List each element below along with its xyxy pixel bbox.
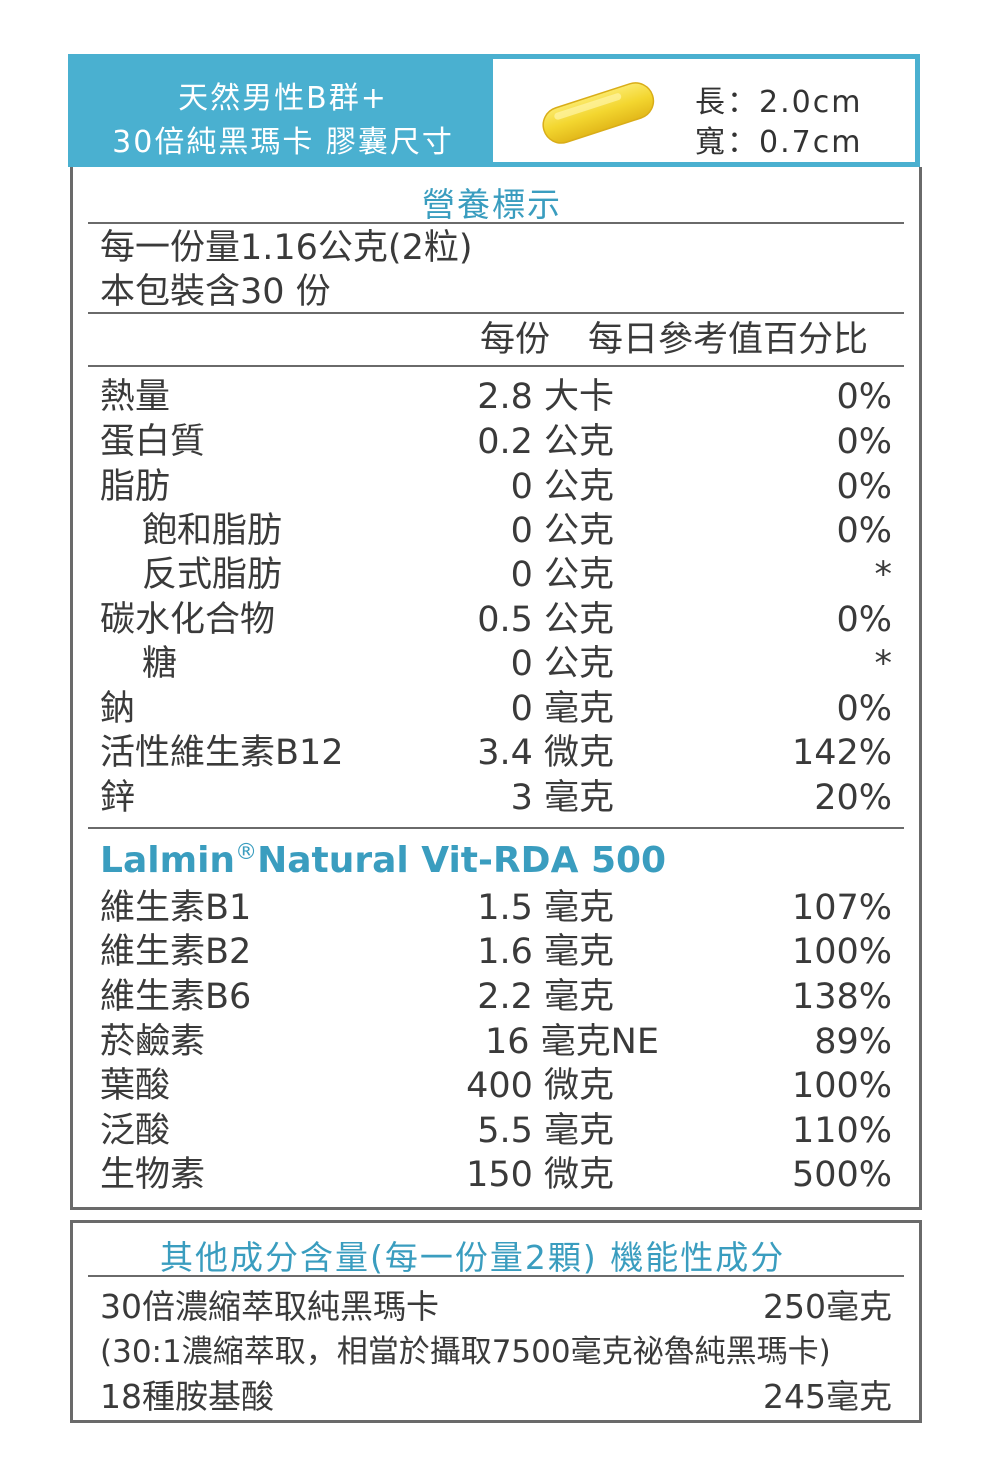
nutrient-percent: 142%	[791, 733, 892, 773]
vitamin-percent: 100%	[791, 932, 892, 972]
nutrient-name: 脂肪	[100, 467, 171, 507]
product-name-banner: 天然男性B群+ 30倍純黑瑪卡 膠囊尺寸	[73, 59, 493, 162]
nutrient-percent: *	[874, 555, 893, 595]
vitamin-name: 葉酸	[100, 1066, 171, 1106]
nutrient-name: 鈉	[100, 689, 136, 729]
nutrient-amount: 0 公克	[510, 467, 614, 507]
vitamin-amount: 400 微克	[466, 1066, 614, 1106]
nutrient-percent: 0%	[836, 377, 892, 417]
vitamin-percent: 500%	[791, 1155, 892, 1195]
vitamin-name: 菸鹼素	[100, 1022, 206, 1062]
capsule-size-header: 天然男性B群+ 30倍純黑瑪卡 膠囊尺寸 長：2.0cm 寬：0.7cm	[68, 54, 920, 167]
vitamin-percent: 138%	[791, 977, 892, 1017]
nutrient-amount: 0 公克	[510, 644, 614, 684]
product-name-line2: 30倍純黑瑪卡 膠囊尺寸	[112, 125, 454, 160]
column-per-serving: 每份	[480, 320, 551, 360]
nutrient-amount: 2.8 大卡	[477, 377, 614, 417]
product-name-line1: 天然男性B群+	[178, 81, 388, 116]
nutrient-amount: 0 公克	[510, 511, 614, 551]
nutrient-name: 反式脂肪	[142, 555, 283, 595]
nutrient-percent: 0%	[836, 600, 892, 640]
nutrient-amount: 0 公克	[510, 555, 614, 595]
nutrient-amount: 3.4 微克	[477, 733, 614, 773]
brand-product: Natural Vit-RDA 500	[257, 840, 667, 881]
column-daily-percent: 每日參考值百分比	[588, 320, 869, 360]
vitamin-name: 維生素B2	[100, 932, 252, 972]
vitamin-name: 維生素B6	[100, 977, 252, 1017]
capsule-image	[542, 82, 655, 144]
nutrient-name: 飽和脂肪	[142, 511, 283, 551]
vitamin-name: 生物素	[100, 1155, 206, 1195]
ingredient-amount: 245毫克	[763, 1377, 892, 1416]
servings-per-pack: 本包裝含30 份	[100, 272, 331, 312]
nutrition-title: 營養標示	[422, 185, 562, 224]
nutrient-percent: 20%	[814, 778, 892, 818]
other-ingredients-title: 其他成分含量(每一份量2顆) 機能性成分	[160, 1238, 786, 1277]
nutrient-name: 碳水化合物	[100, 600, 276, 640]
nutrient-percent: 0%	[836, 422, 892, 462]
nutrient-amount: 0 毫克	[510, 689, 614, 729]
vitamin-percent: 89%	[814, 1022, 892, 1062]
nutrient-amount: 0.2 公克	[477, 422, 614, 462]
nutrient-percent: 0%	[836, 511, 892, 551]
vitamin-amount: 2.2 毫克	[477, 977, 614, 1017]
divider	[88, 312, 904, 314]
ingredient-amount: 250毫克	[763, 1287, 892, 1326]
capsule-length: 長：2.0cm	[695, 85, 863, 120]
nutrient-name: 鋅	[100, 778, 136, 818]
nutrient-name: 熱量	[100, 377, 171, 417]
vitamin-brand-title: Lalmin®Natural Vit-RDA 500	[100, 840, 666, 881]
registered-mark: ®	[235, 840, 258, 865]
nutrient-percent: 0%	[836, 689, 892, 729]
vitamin-percent: 100%	[791, 1066, 892, 1106]
ingredient-name: 18種胺基酸	[100, 1377, 274, 1416]
nutrient-name: 糖	[142, 644, 178, 684]
divider	[88, 222, 904, 224]
divider	[88, 365, 904, 367]
capsule-width: 寬：0.7cm	[695, 125, 863, 160]
vitamin-amount: 1.6 毫克	[477, 932, 614, 972]
nutrient-percent: *	[874, 644, 893, 684]
ingredient-note: (30:1濃縮萃取，相當於攝取7500毫克祕魯純黑瑪卡)	[100, 1334, 831, 1370]
divider	[88, 1275, 904, 1277]
vitamin-amount: 16 毫克NE	[485, 1022, 659, 1062]
ingredient-name: 30倍濃縮萃取純黑瑪卡	[100, 1287, 439, 1326]
nutrient-percent: 0%	[836, 467, 892, 507]
vitamin-amount: 5.5 毫克	[477, 1111, 614, 1151]
nutrient-name: 活性維生素B12	[100, 733, 344, 773]
vitamin-amount: 1.5 毫克	[477, 888, 614, 928]
brand-name: Lalmin	[100, 840, 236, 881]
nutrient-amount: 3 毫克	[510, 778, 614, 818]
nutrient-name: 蛋白質	[100, 422, 206, 462]
nutrient-amount: 0.5 公克	[477, 600, 614, 640]
divider	[88, 827, 904, 829]
serving-size: 每一份量1.16公克(2粒)	[100, 228, 473, 268]
nutrition-panel	[70, 167, 922, 1210]
vitamin-percent: 107%	[791, 888, 892, 928]
vitamin-name: 維生素B1	[100, 888, 252, 928]
other-ingredients-panel	[70, 1220, 922, 1423]
vitamin-name: 泛酸	[100, 1111, 171, 1151]
vitamin-percent: 110%	[791, 1111, 892, 1151]
vitamin-amount: 150 微克	[466, 1155, 614, 1195]
